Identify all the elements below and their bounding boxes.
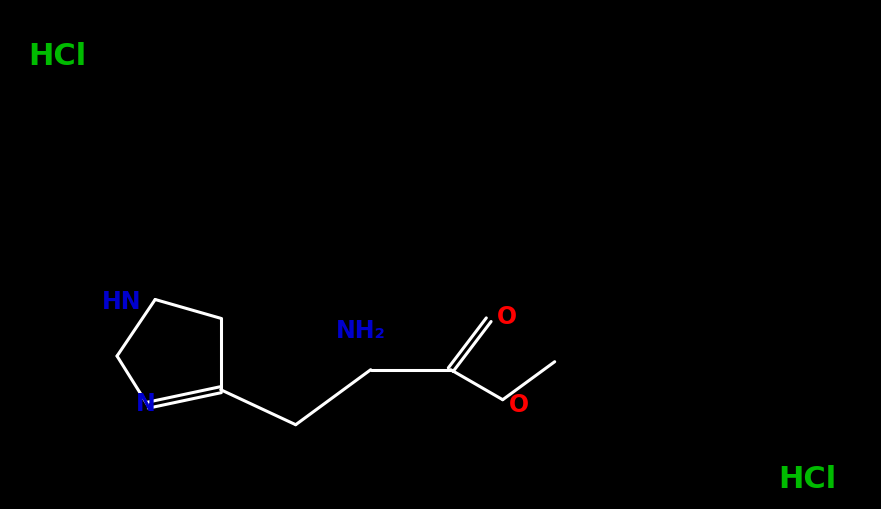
Text: O: O bbox=[508, 392, 529, 416]
Text: N: N bbox=[136, 391, 156, 415]
Text: O: O bbox=[497, 304, 517, 328]
Text: NH₂: NH₂ bbox=[336, 318, 386, 342]
Text: HCl: HCl bbox=[778, 464, 836, 493]
Text: HN: HN bbox=[101, 290, 141, 314]
Text: HCl: HCl bbox=[28, 42, 86, 71]
